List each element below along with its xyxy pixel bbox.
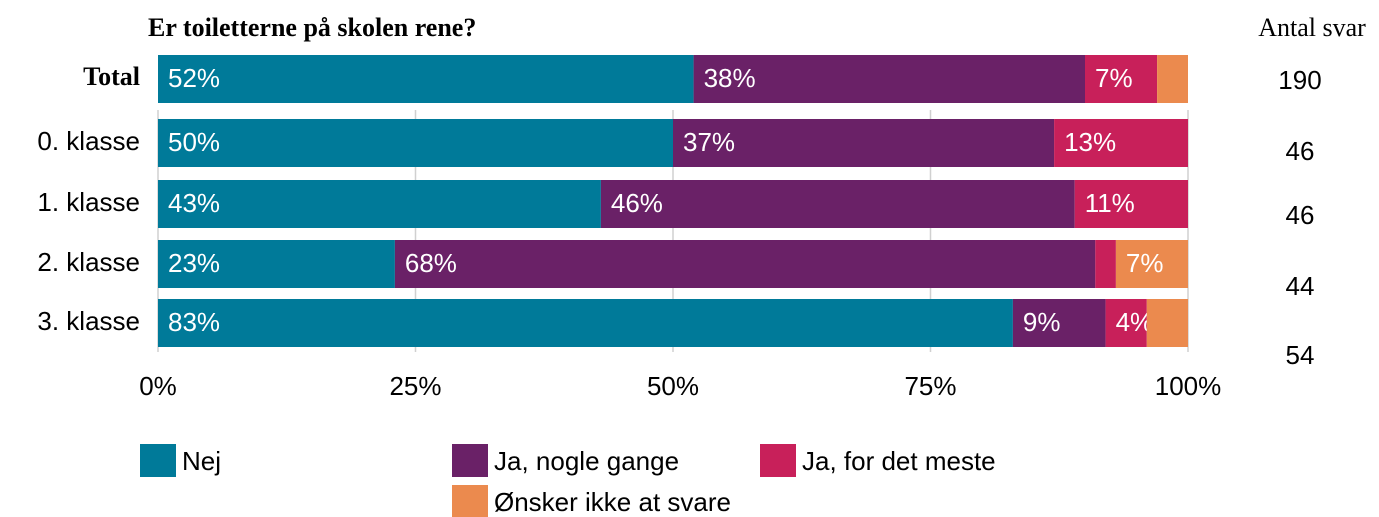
chart-title: Er toiletterne på skolen rene? xyxy=(148,13,476,42)
value-label: 83% xyxy=(168,307,220,337)
bar-segment xyxy=(158,119,673,167)
x-tick-label: 25% xyxy=(389,371,441,401)
x-tick-label: 0% xyxy=(139,371,177,401)
x-tick-label: 75% xyxy=(904,371,956,401)
y-tick-label: 1. klasse xyxy=(37,187,140,217)
x-tick-label: 100% xyxy=(1155,371,1222,401)
bar-segment xyxy=(1105,299,1147,347)
value-label: 11% xyxy=(1085,188,1135,218)
value-label: 68% xyxy=(405,248,457,278)
bar-segment xyxy=(1054,119,1188,167)
bar-segment xyxy=(1012,299,1106,347)
legend-swatch xyxy=(760,444,796,477)
x-tick-label: 50% xyxy=(647,371,699,401)
bar-segment xyxy=(1115,240,1188,288)
legend-swatch xyxy=(452,485,488,517)
total-count: 190 xyxy=(1278,65,1321,95)
value-label: 46% xyxy=(611,188,663,218)
value-label: 37% xyxy=(683,127,735,157)
value-label: 23% xyxy=(168,248,220,278)
legend-label: Ønsker ikke at svare xyxy=(494,487,731,517)
bar-segment xyxy=(1157,55,1188,103)
bar-segment xyxy=(158,180,601,228)
value-label: 52% xyxy=(168,63,220,93)
legend-swatch xyxy=(140,444,176,477)
totals-title: Antal svar xyxy=(1258,13,1366,42)
total-count: 44 xyxy=(1286,271,1315,301)
y-tick-label: 0. klasse xyxy=(37,126,140,156)
bar-segment xyxy=(1085,55,1158,103)
value-label: 50% xyxy=(168,127,220,157)
y-tick-label: Total xyxy=(83,62,140,91)
legend-swatch xyxy=(452,444,488,477)
bar-segment xyxy=(158,55,694,103)
value-label: 7% xyxy=(1126,248,1164,278)
bar-segment xyxy=(1146,299,1188,347)
legend-label: Ja, for det meste xyxy=(802,446,996,476)
total-count: 46 xyxy=(1286,200,1315,230)
value-label: 13% xyxy=(1064,127,1116,157)
bar-segment xyxy=(158,299,1013,347)
y-tick-label: 3. klasse xyxy=(37,306,140,336)
bar-segment xyxy=(1074,180,1188,228)
value-label: 9% xyxy=(1023,307,1061,337)
legend-label: Ja, nogle gange xyxy=(494,446,679,476)
legend-label: Nej xyxy=(182,446,221,476)
bar-segment xyxy=(394,240,1096,288)
total-count: 46 xyxy=(1286,136,1315,166)
y-tick-label: 2. klasse xyxy=(37,247,140,277)
bar-segment xyxy=(1095,240,1116,288)
value-label: 7% xyxy=(1095,63,1133,93)
total-count: 54 xyxy=(1286,340,1315,370)
bar-segment xyxy=(158,240,395,288)
value-label: 43% xyxy=(168,188,220,218)
bar-segment xyxy=(673,119,1055,167)
bar-segment xyxy=(600,180,1075,228)
value-label: 38% xyxy=(704,63,756,93)
bar-segment xyxy=(693,55,1085,103)
